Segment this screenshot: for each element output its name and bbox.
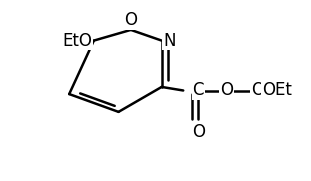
Text: N: N (163, 32, 176, 50)
Text: O: O (193, 123, 206, 141)
Text: OEt: OEt (262, 81, 292, 100)
Text: C: C (193, 81, 204, 100)
Text: EtO: EtO (63, 32, 92, 50)
Text: O: O (220, 81, 233, 100)
Text: O: O (124, 11, 137, 29)
Text: O: O (251, 81, 264, 100)
